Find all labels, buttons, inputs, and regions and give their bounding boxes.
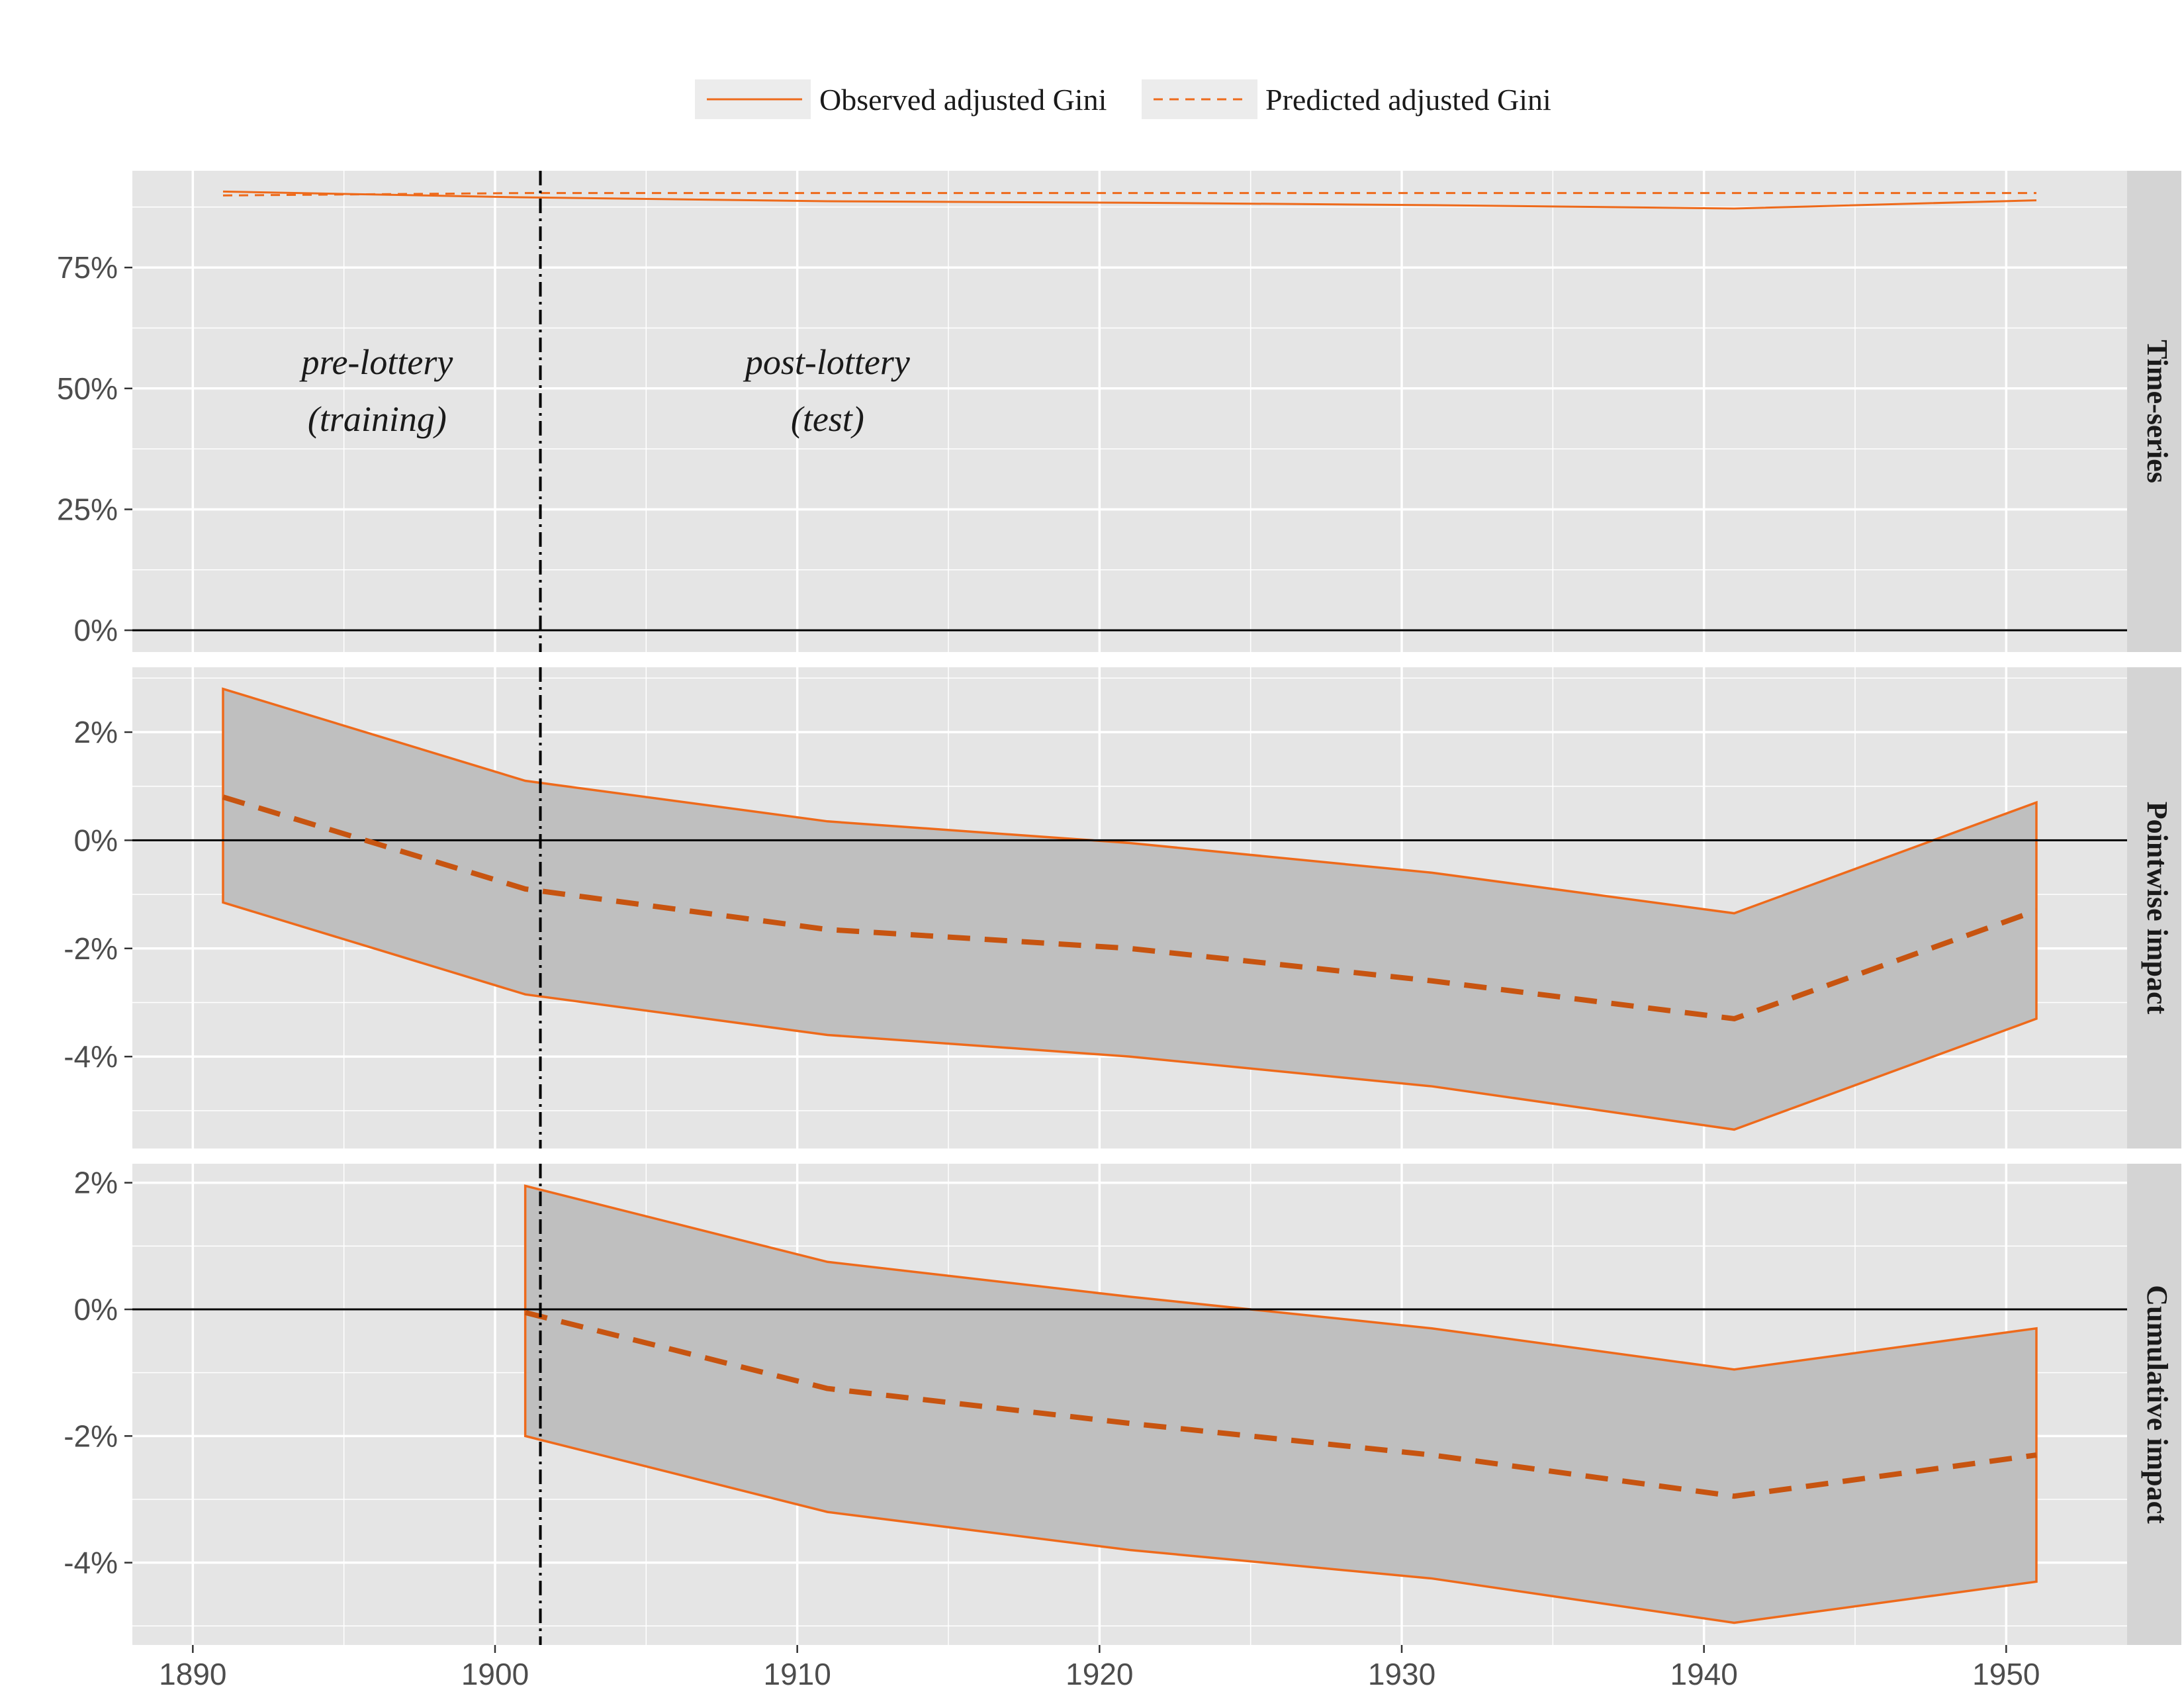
x-tick-label: 1930 <box>1368 1657 1435 1688</box>
annotation-text: (test) <box>791 399 864 439</box>
confidence-ribbon <box>523 1184 2038 1624</box>
y-tick-label: 0% <box>74 613 118 647</box>
series-line-predicted-adjusted-gini <box>222 192 2036 197</box>
annotation-text: post-lottery <box>743 342 910 382</box>
panel-time-series: 0% 25% 50% 75% Time-series pre-lottery (traini… <box>57 171 2181 652</box>
facet-strip-label: Pointwise impact <box>2141 802 2173 1015</box>
series-line-pointwise-impact <box>222 794 2038 1021</box>
confidence-ribbon <box>222 687 2038 1131</box>
y-tick-label: -2% <box>64 931 118 966</box>
panel-background <box>132 171 2127 652</box>
panel-cumulative-impact: -4% -2% 0% 2% Cumulative impact <box>64 1164 2181 1645</box>
panel-pointwise-impact: -4% -2% 0% 2% Pointwise impact <box>64 667 2181 1149</box>
annotation-text: (training) <box>308 399 447 439</box>
legend-label: Observed adjusted Gini <box>819 83 1107 117</box>
series-line-observed-adjusted-gini <box>222 190 2037 210</box>
x-tick-label: 1950 <box>1972 1657 2040 1688</box>
x-tick-label: 1890 <box>159 1657 226 1688</box>
y-tick-label: 2% <box>74 1166 118 1200</box>
y-tick-label: -4% <box>64 1546 118 1580</box>
y-tick-label: -2% <box>64 1419 118 1453</box>
legend: Observed adjusted Gini Predicted adjusted… <box>695 79 1551 119</box>
y-tick-label: 0% <box>74 1292 118 1327</box>
x-tick-label: 1900 <box>461 1657 529 1688</box>
annotation-text: pre-lottery <box>298 342 453 382</box>
x-tick-label: 1940 <box>1670 1657 1737 1688</box>
y-tick-label: 50% <box>57 371 118 406</box>
y-tick-label: 2% <box>74 715 118 749</box>
legend-label: Predicted adjusted Gini <box>1265 83 1551 117</box>
facet-strip-label: Time-series <box>2141 340 2173 483</box>
y-tick-label: 75% <box>57 250 118 285</box>
facet-strip <box>2127 171 2181 652</box>
facet-strip-label: Cumulative impact <box>2141 1285 2173 1524</box>
x-tick-label: 1910 <box>763 1657 831 1688</box>
series-line-cumulative-impact <box>524 1309 2037 1499</box>
y-tick-label: -4% <box>64 1039 118 1074</box>
facet-strip <box>2127 667 2181 1149</box>
y-tick-label: 25% <box>57 492 118 526</box>
y-tick-label: 0% <box>74 823 118 857</box>
facet-strip <box>2127 1164 2181 1645</box>
x-tick-label: 1920 <box>1066 1657 1133 1688</box>
